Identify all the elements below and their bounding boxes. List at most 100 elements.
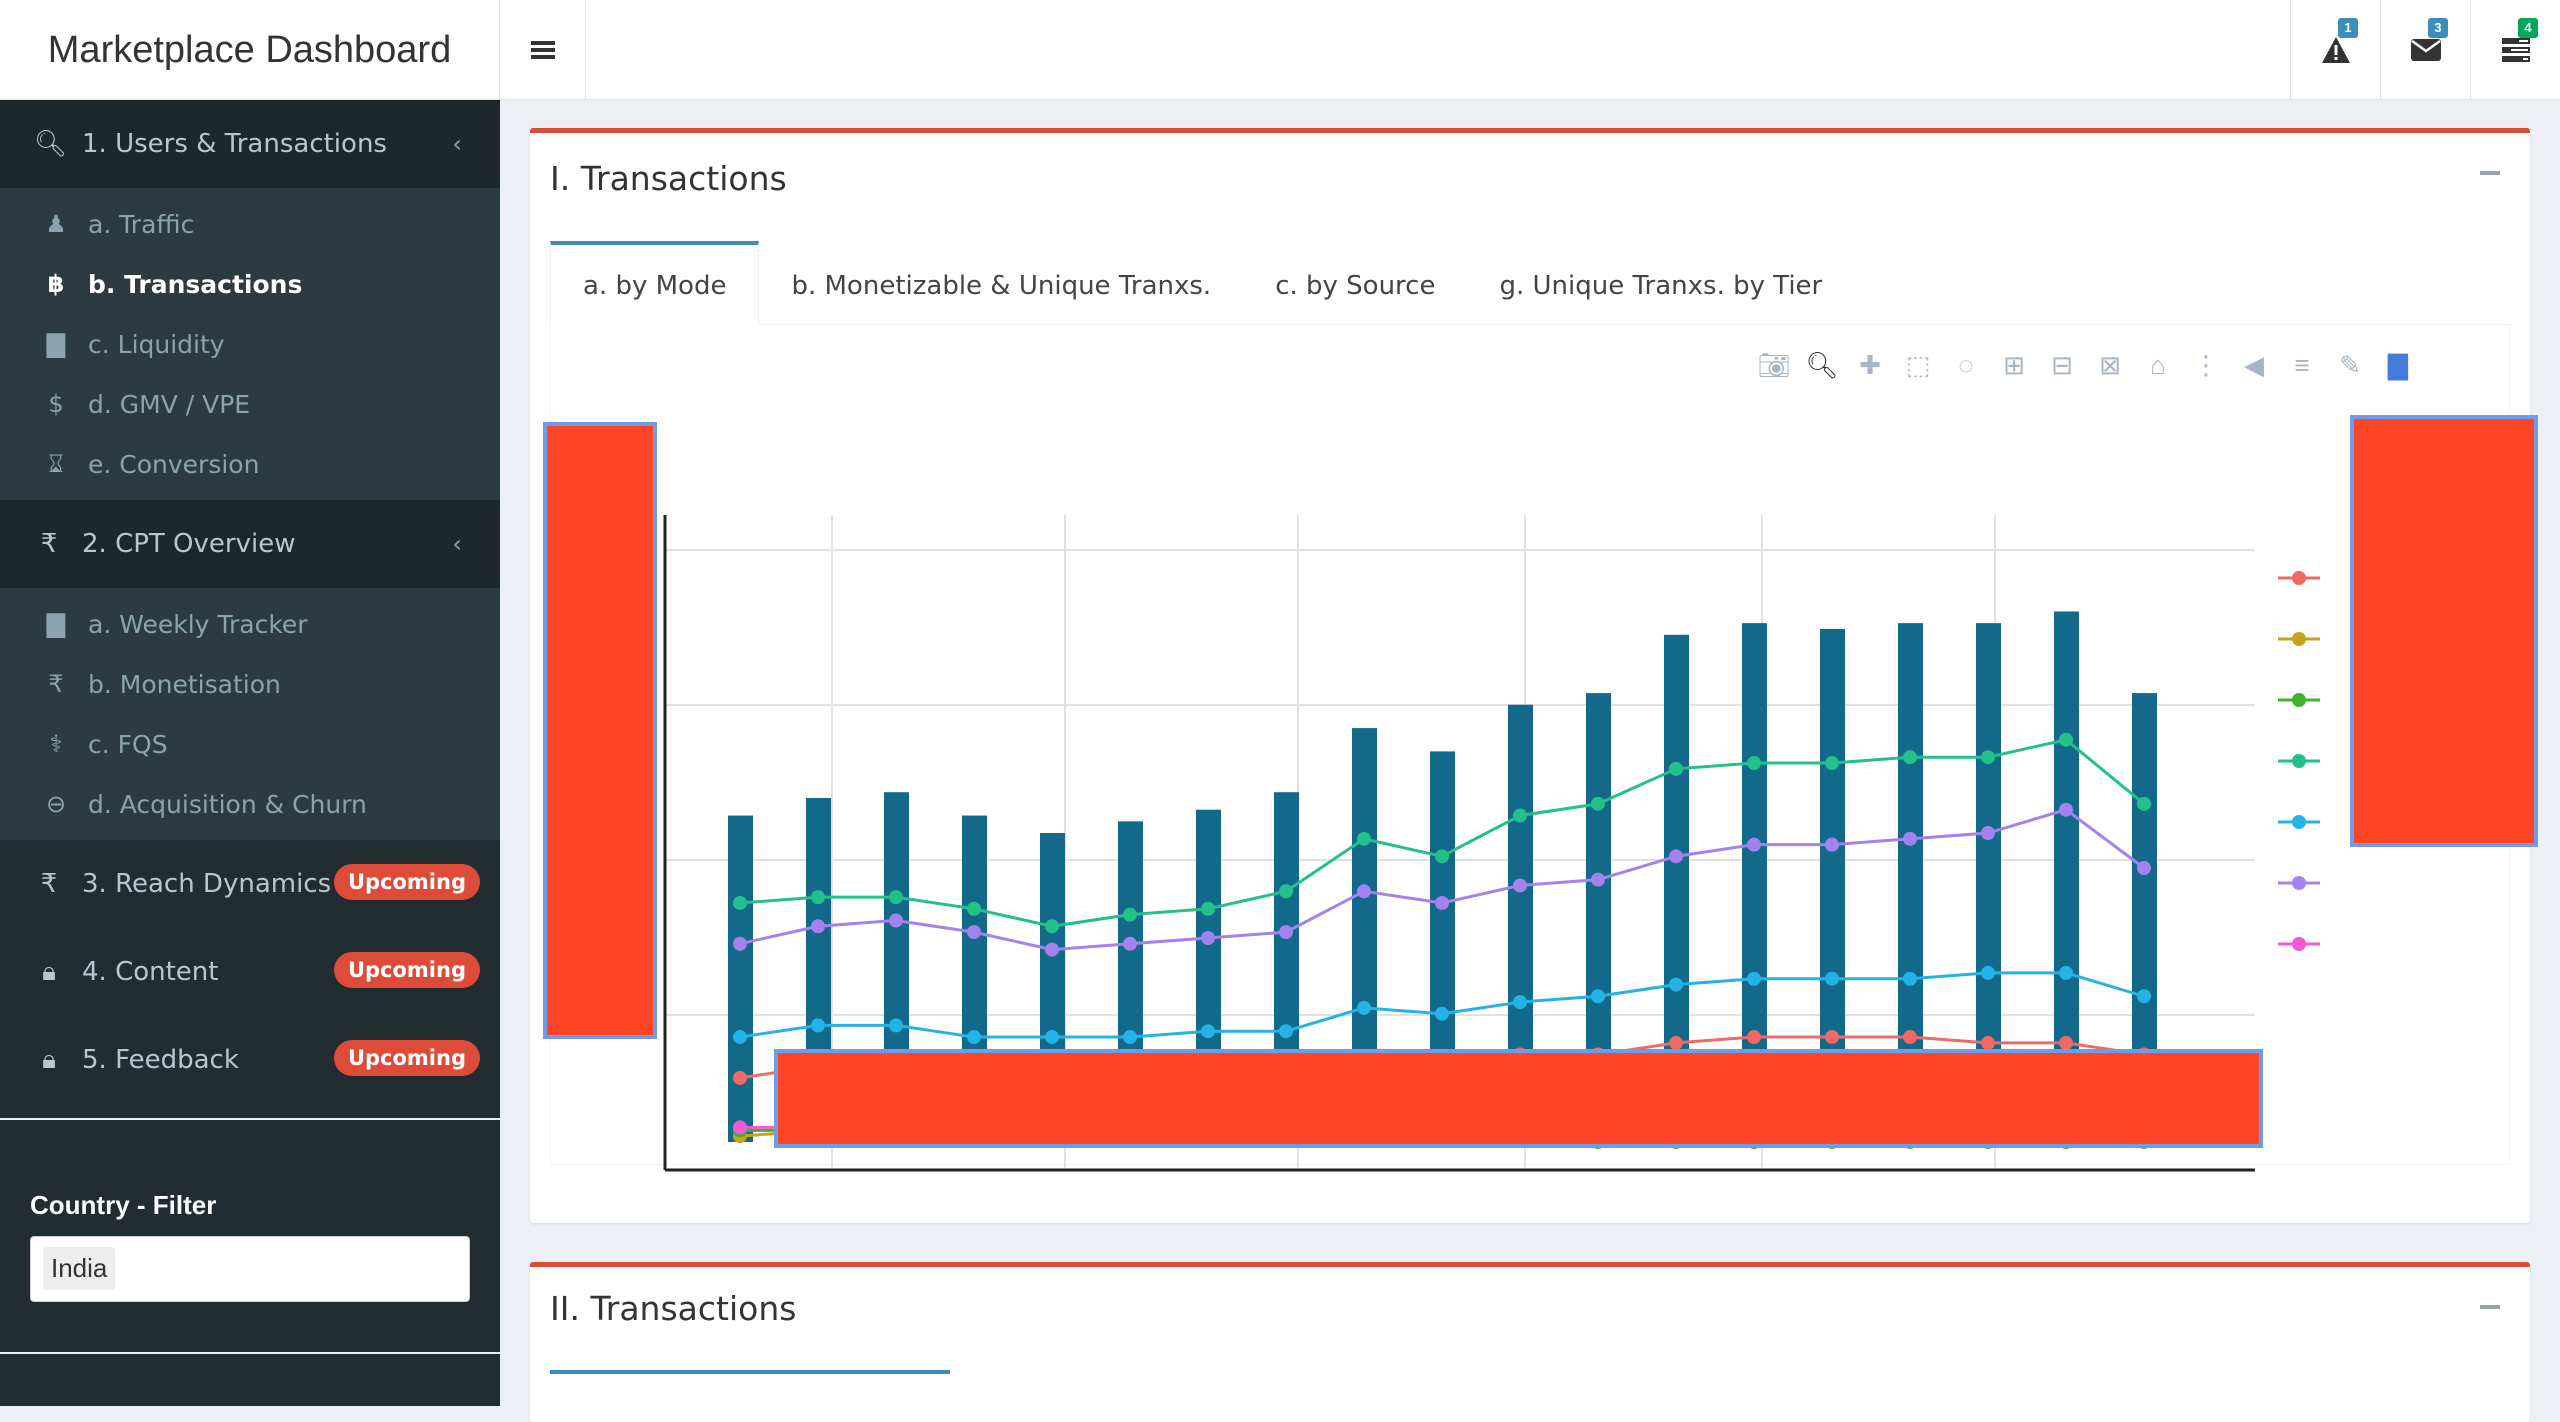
tab-monetizable-unique[interactable]: b. Monetizable & Unique Tranxs. [791,271,1212,301]
autoscale-icon[interactable]: ⊠ [2099,349,2121,380]
series-point [811,1018,825,1033]
transactions-box-2: II. Transactions [530,1262,2530,1422]
chart-bar [728,815,753,1142]
country-filter-select[interactable]: India [30,1236,470,1302]
sidebar-item-acquisition-churn[interactable]: ⊖ d. Acquisition & Churn [0,774,500,834]
country-filter-label: Country - Filter [30,1190,217,1220]
sidebar-item-traffic[interactable]: ♟︎ a. Traffic [0,194,500,254]
series-point [1435,895,1449,910]
chart-modebar: 📷︎ 🔍︎ ✚ ⬚ ◌ ⊞ ⊟ ⊠ ⌂ ⋮ ◀ ≡ ✎ ▇ [1754,345,2418,385]
series-point [1591,796,1605,811]
legend-marker [2292,632,2306,646]
series-point [967,925,981,940]
collapse-button[interactable] [2480,1305,2500,1309]
spike-lines-icon[interactable]: ⋮ [2193,349,2219,380]
tab-by-mode[interactable]: a. by Mode [550,241,760,325]
series-point [1279,884,1293,899]
series-point [2137,860,2151,875]
edit-chart-icon[interactable]: ✎ [2339,349,2361,380]
collapse-button[interactable] [2480,171,2500,175]
camera-icon[interactable]: 📷︎ [1757,349,1791,380]
sidebar-toggle-button[interactable] [500,0,586,100]
divider [0,1352,500,1354]
sidebar-section-users-transactions[interactable]: 🔍︎ 1. Users & Transactions ‹ [0,100,500,188]
plotly-logo-icon[interactable]: ▇ [2388,349,2408,380]
series-point [1747,1030,1761,1045]
sidebar-item-gmv-vpe[interactable]: $ d. GMV / VPE [0,374,500,434]
zoom-icon[interactable]: 🔍︎ [1805,349,1839,380]
envelope-icon [2410,39,2441,61]
series-point [1435,849,1449,864]
legend-marker [2292,876,2306,890]
sidebar-item-weekly-tracker[interactable]: ▇ a. Weekly Tracker [0,594,500,654]
series-point [1981,1035,1995,1050]
messages-button[interactable]: 3 [2380,0,2470,100]
upcoming-badge: Upcoming [333,864,480,900]
series-point [1747,971,1761,986]
series-point [1825,971,1839,986]
tasks-count: 4 [2518,18,2538,38]
sidebar-section-reach-dynamics[interactable]: ₹ 3. Reach Dynamics Upcoming [0,840,500,928]
zoom-in-icon[interactable]: ⊞ [2003,349,2025,380]
legend-marker [2292,815,2306,829]
series-point [1903,831,1917,846]
series-point [1903,971,1917,986]
minus-circle-icon: ⊖ [45,790,67,818]
series-point [1669,977,1683,992]
series-point [811,890,825,905]
sidebar-item-conversion[interactable]: ⌛︎ e. Conversion [0,434,500,494]
sidebar-item-label: d. GMV / VPE [88,389,251,419]
tasks-icon [2501,38,2530,62]
country-filter-chip[interactable]: India [43,1247,116,1290]
notification-area: 1 3 4 [2290,0,2560,100]
series-point [967,1030,981,1045]
series-point [1513,878,1527,893]
section-label: 1. Users & Transactions [82,129,387,159]
series-point [1357,884,1371,899]
zoom-out-icon[interactable]: ⊟ [2051,349,2073,380]
tasks-button[interactable]: 4 [2470,0,2560,100]
sidebar-item-monetisation[interactable]: ₹ b. Monetisation [0,654,500,714]
brand-title[interactable]: Marketplace Dashboard [0,0,500,100]
tab-by-source[interactable]: c. by Source [1275,271,1436,301]
sidebar-section-cpt-overview[interactable]: ₹ 2. CPT Overview ‹ [0,500,500,588]
box-select-icon[interactable]: ⬚ [1905,349,1931,380]
warning-icon [2321,37,2350,63]
sidebar-section-feedback[interactable]: 🔒︎ 5. Feedback Upcoming [0,1016,500,1104]
series-point [2059,1035,2073,1050]
y-axis-title-block [543,422,657,1039]
chart-legend [2278,571,2320,951]
series-point [1981,750,1995,765]
series-point [1123,907,1137,922]
hamburger-icon [530,38,555,62]
hover-compare-icon[interactable]: ≡ [2294,349,2310,380]
sidebar-item-fqs[interactable]: ⚕︎ c. FQS [0,714,500,774]
series-point [1279,1024,1293,1039]
series-point [2137,796,2151,811]
submenu-cpt-overview: ▇ a. Weekly Tracker ₹ b. Monetisation ⚕︎ c.… [0,588,500,840]
series-point [1669,1035,1683,1050]
hover-closest-icon[interactable]: ◀ [2244,349,2264,380]
sidebar-item-transactions[interactable]: ฿ b. Transactions [0,254,500,314]
series-point [733,1070,747,1085]
series-point [1123,936,1137,951]
sidebar-section-content[interactable]: 🔒︎ 4. Content Upcoming [0,928,500,1016]
stethoscope-icon: ⚕︎ [49,730,63,758]
home-icon[interactable]: ⌂ [2150,349,2166,380]
section-label: 2. CPT Overview [82,529,296,559]
legend-label-block [2350,415,2538,847]
series-point [2059,732,2073,747]
lasso-icon[interactable]: ◌ [1958,349,1974,380]
hourglass-icon: ⌛︎ [48,450,64,478]
legend-marker [2292,571,2306,585]
bar-chart-icon: ▇ [46,610,66,638]
series-point [1357,831,1371,846]
bar-chart-icon: ▇ [46,330,66,358]
tab-unique-by-tier[interactable]: g. Unique Tranxs. by Tier [1499,271,1823,301]
tab-bar: a. by Mode b. Monetizable & Unique Tranx… [550,241,2510,325]
pan-icon[interactable]: ✚ [1859,349,1881,380]
alerts-button[interactable]: 1 [2290,0,2380,100]
sidebar-item-liquidity[interactable]: ▇ c. Liquidity [0,314,500,374]
series-point [733,1120,747,1135]
series-point [1903,750,1917,765]
